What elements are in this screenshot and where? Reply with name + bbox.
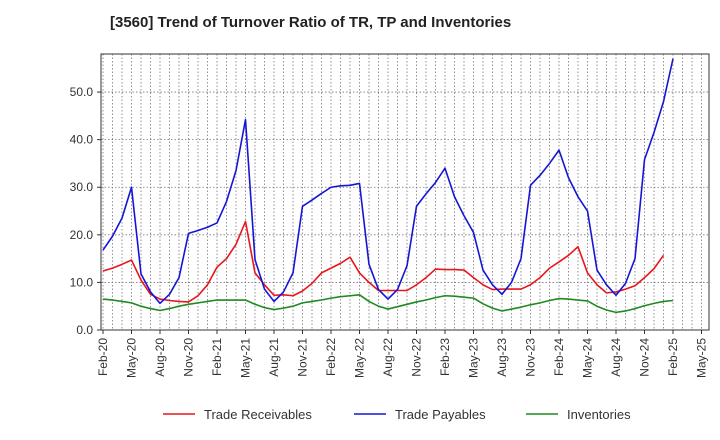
x-tick-label: Feb-25 bbox=[666, 338, 680, 376]
y-axis-ticks: 0.0 10.0 20.0 30.0 40.0 50.0 bbox=[70, 85, 101, 337]
x-tick-label: Aug-21 bbox=[267, 338, 281, 377]
series-line-inventories bbox=[102, 293, 674, 314]
x-tick-label: May-21 bbox=[239, 338, 253, 378]
y-tick-label: 30.0 bbox=[70, 180, 94, 194]
x-tick-label: Feb-23 bbox=[438, 338, 452, 376]
legend-label: Inventories bbox=[567, 407, 631, 422]
series-line-trade-payables bbox=[102, 58, 674, 305]
x-tick-label: May-25 bbox=[695, 338, 709, 378]
y-tick-label: 10.0 bbox=[70, 275, 94, 289]
x-tick-label: Feb-21 bbox=[210, 338, 224, 376]
x-tick-label: Feb-24 bbox=[552, 338, 566, 376]
x-tick-label: Feb-20 bbox=[96, 338, 110, 376]
x-tick-label: May-23 bbox=[467, 338, 481, 378]
x-tick-label: May-20 bbox=[125, 338, 139, 378]
x-tick-label: Nov-22 bbox=[410, 338, 424, 377]
y-tick-label: 20.0 bbox=[70, 228, 94, 242]
y-tick-label: 0.0 bbox=[76, 323, 93, 337]
y-tick-label: 50.0 bbox=[70, 85, 94, 99]
legend-label: Trade Payables bbox=[395, 407, 486, 422]
x-tick-label: Nov-20 bbox=[182, 338, 196, 377]
grid bbox=[101, 54, 709, 330]
plot-frame bbox=[100, 53, 710, 331]
x-tick-label: Aug-24 bbox=[609, 338, 623, 377]
x-tick-label: May-22 bbox=[353, 338, 367, 378]
legend: Trade Receivables Trade Payables Inventori… bbox=[163, 407, 631, 422]
x-tick-label: Nov-21 bbox=[296, 338, 310, 377]
chart-title: [3560] Trend of Turnover Ratio of TR, TP… bbox=[110, 14, 512, 31]
series-line-trade-receivables bbox=[102, 220, 665, 303]
legend-label: Trade Receivables bbox=[204, 407, 312, 422]
x-tick-label: Feb-22 bbox=[324, 338, 338, 376]
x-tick-label: Nov-24 bbox=[638, 338, 652, 377]
x-tick-label: Aug-23 bbox=[495, 338, 509, 377]
series-lines bbox=[102, 58, 674, 314]
y-tick-label: 40.0 bbox=[70, 133, 94, 147]
x-tick-label: Aug-22 bbox=[381, 338, 395, 377]
x-axis-ticks: Feb-20 May-20 Aug-20 Nov-20 Feb-21 May-21 Aug-… bbox=[96, 330, 709, 378]
x-tick-label: May-24 bbox=[581, 338, 595, 378]
x-tick-label: Nov-23 bbox=[524, 338, 538, 377]
x-tick-label: Aug-20 bbox=[153, 338, 167, 377]
